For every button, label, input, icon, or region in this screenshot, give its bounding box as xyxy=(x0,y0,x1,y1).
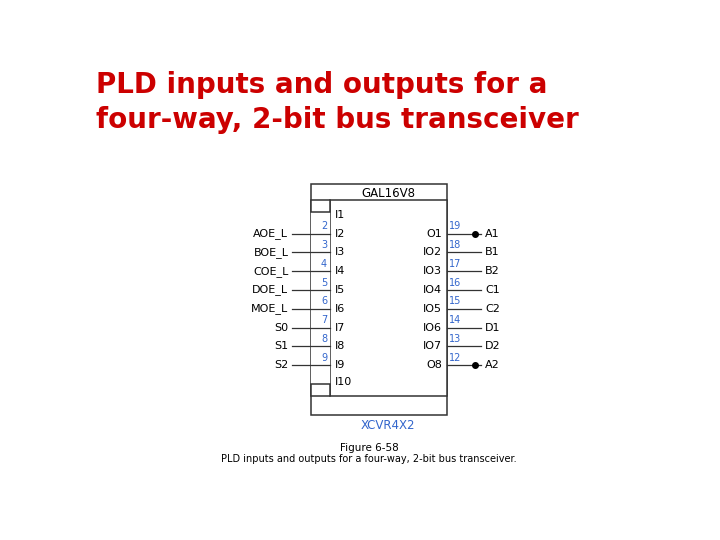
Text: I1: I1 xyxy=(335,210,345,220)
Text: XCVR4X2: XCVR4X2 xyxy=(361,420,415,433)
Text: 19: 19 xyxy=(449,221,461,232)
Text: IO2: IO2 xyxy=(423,247,442,258)
Text: S2: S2 xyxy=(274,360,289,370)
Text: 17: 17 xyxy=(449,259,462,269)
Text: PLD inputs and outputs for a four-way, 2-bit bus transceiver.: PLD inputs and outputs for a four-way, 2… xyxy=(221,454,517,464)
Text: S1: S1 xyxy=(274,341,289,352)
Text: IO5: IO5 xyxy=(423,304,442,314)
Text: I3: I3 xyxy=(335,247,345,258)
Text: A2: A2 xyxy=(485,360,500,370)
Bar xyxy=(311,200,330,396)
Text: IO3: IO3 xyxy=(423,266,442,276)
Text: 2: 2 xyxy=(321,221,327,232)
Text: I4: I4 xyxy=(335,266,346,276)
Text: S0: S0 xyxy=(274,322,289,333)
Bar xyxy=(311,200,330,212)
Text: 14: 14 xyxy=(449,315,461,325)
Text: D2: D2 xyxy=(485,341,501,352)
Text: MOE_L: MOE_L xyxy=(251,303,289,314)
Text: I6: I6 xyxy=(335,304,345,314)
Text: I2: I2 xyxy=(335,229,346,239)
Text: O8: O8 xyxy=(426,360,442,370)
Text: 13: 13 xyxy=(449,334,461,344)
Bar xyxy=(330,200,446,396)
Text: B1: B1 xyxy=(485,247,500,258)
Text: Figure 6-58: Figure 6-58 xyxy=(340,443,398,453)
Text: 16: 16 xyxy=(449,278,461,288)
Bar xyxy=(311,383,330,396)
Text: IO4: IO4 xyxy=(423,285,442,295)
Text: 18: 18 xyxy=(449,240,461,250)
Text: PLD inputs and outputs for a: PLD inputs and outputs for a xyxy=(96,71,548,99)
Text: IO7: IO7 xyxy=(423,341,442,352)
Text: BOE_L: BOE_L xyxy=(253,247,289,258)
Text: 7: 7 xyxy=(321,315,327,325)
Text: C2: C2 xyxy=(485,304,500,314)
Text: A1: A1 xyxy=(485,229,500,239)
Text: 8: 8 xyxy=(321,334,327,344)
Text: 5: 5 xyxy=(321,278,327,288)
Text: D1: D1 xyxy=(485,322,500,333)
Text: COE_L: COE_L xyxy=(253,266,289,276)
Text: 12: 12 xyxy=(449,353,462,363)
Text: DOE_L: DOE_L xyxy=(252,285,289,295)
Text: C1: C1 xyxy=(485,285,500,295)
Bar xyxy=(311,184,446,415)
Text: 4: 4 xyxy=(321,259,327,269)
Text: GAL16V8: GAL16V8 xyxy=(361,187,415,200)
Text: 9: 9 xyxy=(321,353,327,363)
Text: I7: I7 xyxy=(335,322,346,333)
Text: 3: 3 xyxy=(321,240,327,250)
Text: I10: I10 xyxy=(335,377,352,387)
Text: I8: I8 xyxy=(335,341,346,352)
Text: O1: O1 xyxy=(426,229,442,239)
Text: 6: 6 xyxy=(321,296,327,307)
Text: I5: I5 xyxy=(335,285,345,295)
Text: four-way, 2-bit bus transceiver: four-way, 2-bit bus transceiver xyxy=(96,106,579,134)
Text: B2: B2 xyxy=(485,266,500,276)
Text: I9: I9 xyxy=(335,360,346,370)
Text: IO6: IO6 xyxy=(423,322,442,333)
Text: AOE_L: AOE_L xyxy=(253,228,289,239)
Text: 15: 15 xyxy=(449,296,462,307)
